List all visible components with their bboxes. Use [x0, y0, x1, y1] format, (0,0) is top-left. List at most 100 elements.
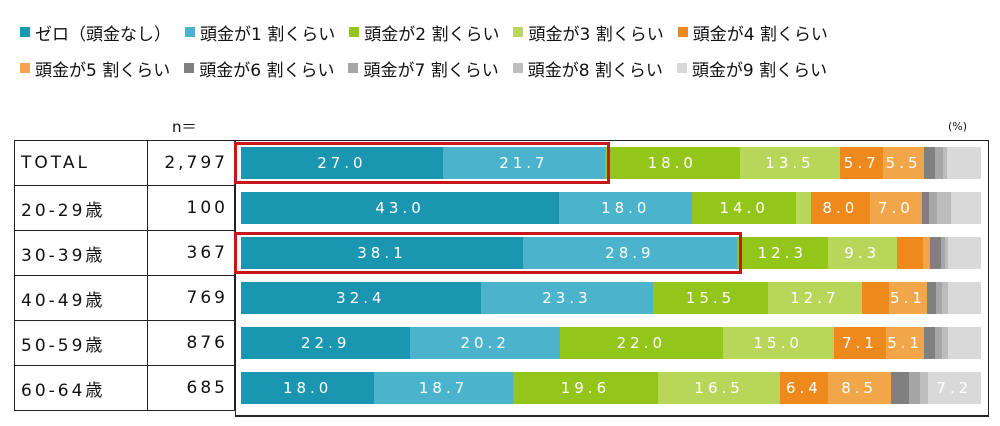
- bar-segment: 15.5: [653, 282, 768, 314]
- bar-segment: 7.2: [927, 372, 981, 404]
- legend-swatch-icon: [184, 63, 195, 73]
- legend-label: 頭金が2 割くらい: [364, 24, 500, 45]
- bar-segment: 22.9: [241, 327, 411, 359]
- bar-segment: 18.7: [374, 372, 513, 404]
- legend-label: 頭金が5 割くらい: [35, 60, 171, 81]
- bar-segment: [935, 147, 943, 179]
- bar-0: 27.0 21.7 18.0 13.5 5.7 5.5: [241, 147, 981, 179]
- category-label: 40-49歳: [14, 275, 148, 321]
- bar-segment: 20.2: [410, 327, 560, 359]
- bar-segment: 43.0: [241, 192, 560, 224]
- legend-item: 頭金が8 割くらい: [512, 56, 663, 81]
- bar-segment: 6.4: [780, 372, 828, 404]
- bar-segment: [936, 192, 952, 224]
- highlight-box: [234, 142, 611, 184]
- legend-label: 頭金が7 割くらい: [363, 60, 499, 81]
- bar-segment: 5.1: [889, 282, 927, 314]
- n-label: n＝: [172, 118, 197, 136]
- bar-segment: [929, 192, 937, 224]
- bar-segment: 13.5: [739, 147, 841, 179]
- bar-segment: [935, 327, 943, 359]
- legend-item: 頭金が1 割くらい: [185, 20, 335, 45]
- legend-swatch-icon: [512, 63, 523, 73]
- bar-4: 22.9 20.2 22.0 15.0 7.1 5.1: [241, 327, 981, 359]
- highlight-box: [234, 232, 742, 274]
- table-row: 40-49歳 769: [14, 275, 235, 321]
- table-row: 30-39歳 367: [14, 230, 235, 276]
- sample-size: 2,797: [147, 140, 235, 186]
- bar-segment: [947, 282, 981, 314]
- bar-segment: [942, 327, 949, 359]
- bar-segment: [926, 282, 936, 314]
- legend-swatch-icon: [513, 27, 524, 37]
- bar-segment: [935, 282, 942, 314]
- bar-segment: 7.1: [833, 327, 887, 359]
- bar-segment: 32.4: [241, 282, 481, 314]
- bar-segment: 23.3: [480, 282, 654, 314]
- category-label: 60-64歳: [14, 365, 148, 411]
- legend-swatch-icon: [677, 27, 688, 37]
- bar-segment: [922, 237, 930, 269]
- table-row: 50-59歳 876: [14, 320, 235, 366]
- legend-swatch-icon: [20, 27, 30, 37]
- sample-size: 685: [147, 365, 235, 411]
- legend-label: ゼロ（頭金なし）: [35, 24, 171, 45]
- legend: ゼロ（頭金なし） 頭金が1 割くらい 頭金が2 割くらい 頭金が3 割くらい 頭金が4 …: [20, 14, 995, 86]
- legend-item: 頭金が3 割くらい: [513, 20, 664, 45]
- bar-segment: 12.7: [767, 282, 862, 314]
- sample-size: 769: [147, 275, 235, 321]
- legend-item: ゼロ（頭金なし）: [20, 20, 171, 45]
- legend-label: 頭金が4 割くらい: [692, 24, 828, 45]
- bar-segment: 14.0: [692, 192, 796, 224]
- bar-segment: 15.0: [722, 327, 834, 359]
- bar-segment: 12.3: [736, 237, 828, 269]
- bar-segment: [941, 282, 948, 314]
- category-label: 20-29歳: [14, 185, 148, 231]
- category-label: 30-39歳: [14, 230, 148, 276]
- legend-item: 頭金が6 割くらい: [184, 56, 334, 81]
- sample-size: 100: [147, 185, 235, 231]
- bar-segment: [947, 237, 981, 269]
- bar-segment: 8.5: [827, 372, 891, 404]
- bar-segment: [923, 327, 936, 359]
- bar-segment: [947, 147, 981, 179]
- bar-segment: [920, 372, 928, 404]
- legend-swatch-icon: [349, 27, 360, 37]
- legend-swatch-icon: [348, 63, 359, 73]
- bar-3: 32.4 23.3 15.5 12.7 5.1: [241, 282, 981, 314]
- bar-segment: [924, 147, 936, 179]
- bar-segment: 22.0: [559, 327, 723, 359]
- legend-swatch-icon: [185, 27, 195, 37]
- bar-segment: 5.5: [883, 147, 925, 179]
- bar-segment: 19.6: [512, 372, 659, 404]
- bar-segment: 18.0: [559, 192, 693, 224]
- bar-segment: 38.1: [241, 237, 523, 269]
- bar-segment: [896, 237, 923, 269]
- legend-label: 頭金が3 割くらい: [528, 24, 664, 45]
- bar-segment: 8.0: [810, 192, 870, 224]
- bar-segment: 18.0: [241, 372, 375, 404]
- table-row: 20-29歳 100: [14, 185, 235, 231]
- bar-segment: 21.7: [442, 147, 605, 179]
- bar-segment: 27.0: [241, 147, 443, 179]
- bar-segment: [890, 372, 910, 404]
- legend-swatch-icon: [676, 63, 687, 73]
- category-label: TOTAL: [14, 140, 148, 186]
- bar-segment: [909, 372, 921, 404]
- bar-segment: [941, 237, 945, 269]
- bar-segment: [942, 147, 948, 179]
- bar-segment: 28.9: [522, 237, 737, 269]
- bar-segment: [948, 327, 981, 359]
- bar-segment: 9.3: [827, 237, 897, 269]
- legend-label: 頭金が6 割くらい: [199, 60, 335, 81]
- legend-label: 頭金が8 割くらい: [527, 60, 663, 81]
- plot-area: 27.0 21.7 18.0 13.5 5.7 5.5 43.0 18.0 14.0 8.0 7.0…: [234, 140, 989, 417]
- bar-segment: 5.7: [840, 147, 884, 179]
- bar-segment: [921, 192, 930, 224]
- bar-segment: 5.1: [886, 327, 924, 359]
- legend-item: 頭金が5 割くらい: [20, 56, 170, 81]
- legend-item: 頭金が4 割くらい: [677, 20, 828, 45]
- legend-label: 頭金が9 割くらい: [691, 60, 828, 81]
- legend-item: 頭金が7 割くらい: [348, 56, 499, 81]
